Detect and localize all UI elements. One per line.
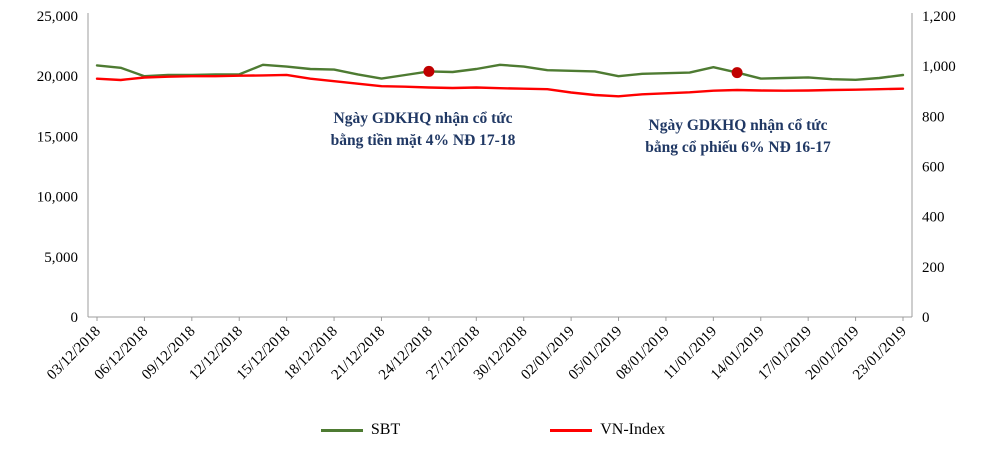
svg-text:25,000: 25,000 xyxy=(37,9,78,25)
svg-text:200: 200 xyxy=(922,260,945,276)
svg-text:600: 600 xyxy=(922,160,945,176)
legend-item-sbt: SBT xyxy=(320,421,401,439)
vnindex-line-swatch-icon xyxy=(550,428,593,432)
svg-text:800: 800 xyxy=(922,109,945,125)
chart-svg: 0 5,000 10,000 15,000 20,000 25,000 0 200 400 600… xyxy=(37,9,956,383)
sbt-line-swatch-icon xyxy=(320,428,363,432)
annotation-stock-dividend: Ngày GDKHQ nhận cổ tức bằng cổ phiếu 6% … xyxy=(594,115,882,160)
annotation-cash-dividend-line2: bằng tiền mặt 4% NĐ 17-18 xyxy=(330,132,516,150)
annotation-cash-dividend: Ngày GDKHQ nhận cổ tức bằng tiền mặt 4% … xyxy=(280,108,566,153)
svg-text:0: 0 xyxy=(922,310,930,326)
svg-text:0: 0 xyxy=(71,310,79,326)
legend-item-vnindex: VN-Index xyxy=(550,421,665,439)
svg-text:400: 400 xyxy=(922,210,945,226)
svg-text:20,000: 20,000 xyxy=(37,69,78,85)
annotation-cash-dividend-line1: Ngày GDKHQ nhận cổ tức xyxy=(333,110,513,127)
svg-text:5,000: 5,000 xyxy=(44,250,78,266)
annotation-stock-dividend-line2: bằng cổ phiếu 6% NĐ 16-17 xyxy=(645,139,831,157)
svg-text:15,000: 15,000 xyxy=(37,129,78,145)
legend-label-sbt: SBT xyxy=(370,421,401,438)
legend-label-vnindex: VN-Index xyxy=(600,421,666,438)
annotation-stock-dividend-line1: Ngày GDKHQ nhận cổ tức xyxy=(648,117,828,134)
svg-text:1,000: 1,000 xyxy=(922,59,956,75)
svg-text:10,000: 10,000 xyxy=(37,190,78,206)
svg-text:1,200: 1,200 xyxy=(922,9,956,25)
chart-legend: SBT VN-Index xyxy=(0,421,986,439)
